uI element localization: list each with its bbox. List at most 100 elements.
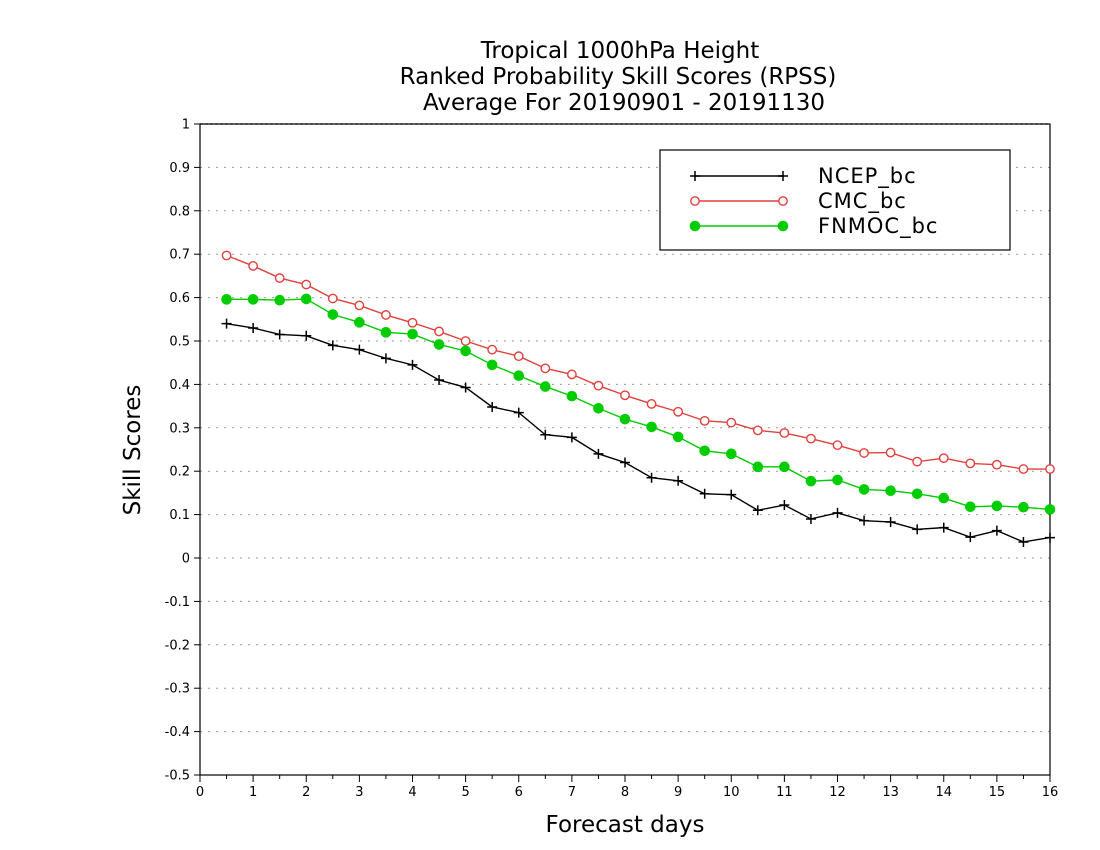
data-point	[221, 250, 232, 261]
legend-marker	[778, 196, 788, 206]
data-point	[779, 500, 790, 511]
legend-label: CMC_bc	[818, 189, 907, 214]
series-cmc-bc	[221, 250, 1055, 474]
data-point	[858, 484, 870, 495]
x-tick-label: 10	[723, 785, 740, 800]
title-line-1: Tropical 1000hPa Height	[480, 38, 760, 64]
legend-label: FNMOC_bc	[818, 214, 938, 239]
x-tick-label: 11	[776, 785, 793, 800]
x-tick-label: 8	[621, 785, 629, 800]
x-tick-label: 3	[355, 785, 363, 800]
x-tick-label: 15	[989, 785, 1006, 800]
legend-marker	[778, 171, 788, 181]
y-tick-label: -0.3	[165, 682, 190, 697]
data-point	[407, 359, 418, 370]
y-tick-label: 0.7	[169, 248, 190, 263]
legend-entry-ncep-bc: NCEP_bc	[690, 164, 917, 189]
data-point	[300, 293, 312, 305]
data-point	[513, 351, 524, 362]
x-tick-label: 16	[1042, 785, 1059, 800]
data-point	[752, 505, 763, 516]
data-point	[965, 501, 976, 513]
legend-box	[659, 149, 1011, 251]
data-point	[460, 345, 471, 357]
data-point	[301, 330, 312, 341]
data-point	[991, 459, 1002, 470]
data-point	[912, 456, 923, 467]
x-axis-title: Forecast days	[546, 812, 705, 838]
data-point	[885, 485, 896, 497]
data-point	[912, 524, 923, 535]
x-tick-label: 2	[302, 785, 310, 800]
data-point	[938, 453, 949, 464]
data-point	[513, 370, 525, 382]
legend-marker	[690, 196, 700, 206]
data-point	[248, 322, 259, 333]
data-point	[1045, 532, 1055, 543]
data-point	[726, 417, 737, 428]
data-point	[832, 440, 843, 451]
data-point	[672, 431, 684, 443]
data-series	[221, 250, 1056, 547]
data-point	[540, 381, 551, 392]
y-tick-label: 0	[182, 552, 190, 567]
data-point	[566, 390, 578, 402]
data-point	[301, 279, 312, 290]
title-line-3: Average For 20190901 - 20191130	[423, 90, 825, 116]
data-point	[885, 516, 896, 527]
data-point	[407, 328, 418, 340]
legend-marker	[777, 220, 789, 232]
legend-entry-fnmoc-bc: FNMOC_bc	[689, 214, 938, 239]
data-point	[327, 340, 338, 351]
chart-title: Tropical 1000hPa Height Ranked Probabili…	[400, 38, 837, 116]
data-point	[354, 317, 365, 328]
series-line	[226, 254, 1050, 470]
axes: -0.5 -0.4 -0.3 -0.2 -0.1 0 0.1 0.2 0.3 0.4 0.5 0.6 0…	[165, 118, 1059, 801]
data-point	[1045, 464, 1055, 474]
data-point	[274, 273, 285, 283]
data-point	[911, 488, 923, 500]
data-point	[725, 448, 737, 460]
data-point	[1018, 464, 1029, 474]
data-point	[832, 474, 843, 486]
y-tick-label: 1	[182, 118, 190, 133]
y-tick-label: -0.4	[165, 725, 190, 740]
data-point	[248, 261, 259, 271]
data-point	[779, 428, 790, 438]
y-tick-label: 0.1	[169, 508, 190, 523]
data-point	[1018, 501, 1029, 513]
data-point	[274, 329, 285, 340]
data-point	[540, 429, 551, 440]
data-point	[460, 382, 471, 393]
data-point	[1018, 536, 1029, 547]
data-point	[247, 294, 259, 305]
data-point	[806, 433, 816, 444]
x-tick-label: 4	[408, 785, 416, 800]
data-point	[779, 461, 790, 473]
x-tick-label: 0	[196, 785, 204, 800]
x-tick-label: 6	[515, 785, 523, 800]
x-tick-label: 14	[935, 785, 952, 800]
data-point	[699, 488, 710, 499]
data-point	[221, 318, 232, 329]
data-point	[859, 515, 870, 526]
legend-label: NCEP_bc	[818, 164, 917, 189]
data-point	[540, 363, 551, 374]
y-tick-label: -0.5	[165, 769, 190, 784]
data-point	[938, 492, 950, 504]
data-point	[274, 294, 285, 306]
y-tick-label: 0.8	[169, 204, 190, 219]
data-point	[593, 448, 604, 459]
data-point	[965, 532, 976, 543]
data-point	[434, 326, 444, 337]
x-tick-label: 1	[249, 785, 257, 800]
data-point	[354, 300, 365, 311]
data-point	[991, 525, 1002, 536]
data-point	[646, 399, 657, 409]
data-point	[566, 369, 577, 380]
data-point	[354, 344, 365, 355]
data-point	[646, 472, 657, 483]
data-point	[460, 336, 471, 346]
data-point	[1044, 504, 1056, 515]
